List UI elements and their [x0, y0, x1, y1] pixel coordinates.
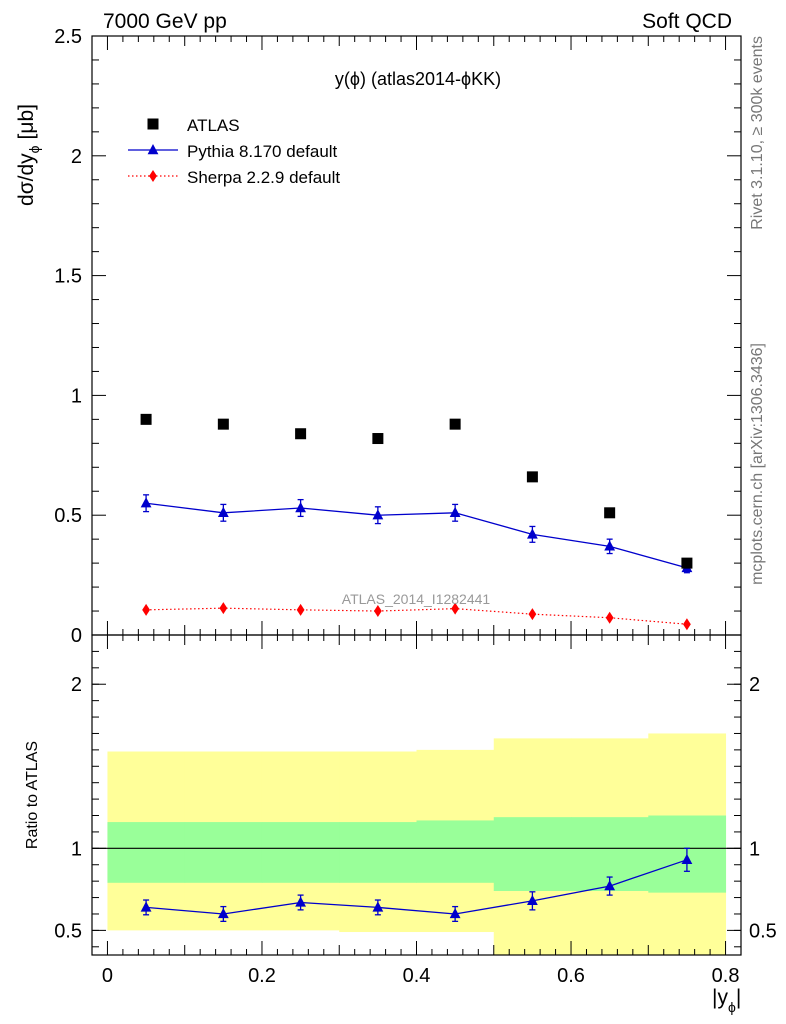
sherpa-point	[219, 602, 228, 615]
ratio-ytick-label-left: 2	[71, 674, 82, 696]
legend-atlas-label: ATLAS	[187, 116, 240, 135]
sherpa-point	[605, 611, 614, 624]
ratio-xlabel: |yϕ|	[712, 986, 741, 1015]
legend-pythia-marker	[147, 144, 159, 155]
chart-title: y(ϕ) (atlas2014-ϕKK)	[335, 69, 501, 89]
pythia-point	[217, 506, 229, 518]
atlas-point	[604, 507, 616, 519]
atlas-point	[295, 428, 307, 440]
pythia-point	[372, 509, 384, 520]
ratio-xlabel-end: |	[736, 986, 741, 1009]
main-ytick-label: 1.5	[54, 266, 82, 288]
ratio-pythia-point	[526, 894, 538, 906]
sherpa-point	[296, 603, 305, 616]
sherpa-point	[142, 603, 150, 616]
sherpa-point	[451, 602, 460, 615]
ratio-xtick-label: 0.6	[557, 965, 585, 987]
sherpa-point	[528, 608, 537, 621]
atlas-point	[217, 418, 229, 430]
main-ylabel: dσ/dyϕ [μb]	[15, 104, 42, 206]
ratio-ytick-label-right: 0.5	[749, 920, 777, 942]
legend-sherpa-label: Sherpa 2.2.9 default	[187, 168, 340, 187]
sherpa-point	[683, 618, 691, 631]
ratio-pythia-point	[449, 907, 461, 919]
legend-sherpa-marker	[149, 170, 157, 182]
ratio-pythia-point	[372, 901, 384, 912]
pythia-point	[526, 528, 538, 539]
inner-uncertainty-band	[261, 822, 340, 883]
pythia-point	[295, 502, 307, 513]
main-ylabel-unit: [μb]	[15, 104, 38, 139]
svg-text:dσ/dyϕ[μb]: dσ/dyϕ [μb]	[15, 104, 42, 206]
main-ytick-label: 0	[71, 625, 82, 647]
atlas-point	[372, 433, 384, 445]
main-ytick-label: 0.5	[54, 505, 82, 527]
analysis-watermark: ATLAS_2014_I1282441	[342, 591, 491, 607]
legend-pythia-label: Pythia 8.170 default	[187, 142, 338, 161]
ratio-pythia-point	[217, 907, 229, 919]
main-ylabel-subscript: ϕ	[26, 145, 42, 153]
ratio-pythia-point	[604, 880, 616, 891]
main-ytick-label: 2.5	[54, 26, 82, 48]
inner-uncertainty-band	[107, 822, 186, 883]
ratio-xtick-label: 0.2	[248, 965, 276, 987]
ratio-xtick-label: 0	[102, 965, 113, 987]
ratio-panel: 0.5 0.5 1 1 2 2 0 0.2 0.4 0.6 0.8	[54, 634, 777, 987]
ratio-ytick-label-right: 1	[749, 838, 760, 860]
ratio-xlabel-subscript: ϕ	[728, 999, 736, 1015]
atlas-point	[681, 557, 693, 569]
ratio-pythia-point	[140, 901, 152, 912]
ratio-pythia-point	[681, 853, 693, 865]
ratio-xtick-label: 0.4	[403, 965, 431, 987]
ratio-ytick-label-left: 0.5	[54, 920, 82, 942]
pythia-line	[146, 502, 688, 569]
ratio-ytick-label-right: 2	[749, 674, 760, 696]
mcplots-label: mcplots.cern.ch [arXiv:1306.3436]	[749, 343, 766, 585]
header-right: Soft QCD	[642, 10, 732, 33]
inner-uncertainty-band	[416, 820, 495, 883]
legend-atlas-marker	[147, 118, 159, 130]
atlas-point	[449, 418, 461, 430]
atlas-point	[526, 471, 538, 483]
main-ylabel-text: dσ/dy	[15, 153, 38, 206]
header-left: 7000 GeV pp	[103, 10, 227, 33]
main-panel: 0 0.5 1 1.5 2 2.5 ATLAS Pythia 8.170 default She…	[54, 26, 742, 647]
inner-uncertainty-band	[339, 822, 417, 883]
ratio-pythia-line	[146, 859, 688, 915]
ratio-ytick-label-left: 1	[71, 838, 82, 860]
rivet-label: Rivet 3.1.10, ≥ 300k events	[749, 36, 766, 230]
ratio-xlabel-text: |y	[712, 986, 728, 1009]
ratio-xtick-label: 0.8	[712, 965, 740, 987]
pythia-point	[604, 540, 616, 551]
pythia-point	[449, 506, 461, 518]
inner-uncertainty-band	[184, 822, 263, 883]
inner-uncertainty-band	[493, 817, 572, 891]
ratio-pythia-point	[295, 896, 307, 907]
atlas-point	[140, 413, 152, 425]
ratio-ylabel: Ratio to ATLAS	[24, 741, 41, 849]
pythia-point	[140, 497, 152, 508]
sherpa-point	[373, 605, 382, 618]
main-ytick-label: 2	[71, 146, 82, 168]
main-ytick-label: 1	[71, 385, 82, 407]
